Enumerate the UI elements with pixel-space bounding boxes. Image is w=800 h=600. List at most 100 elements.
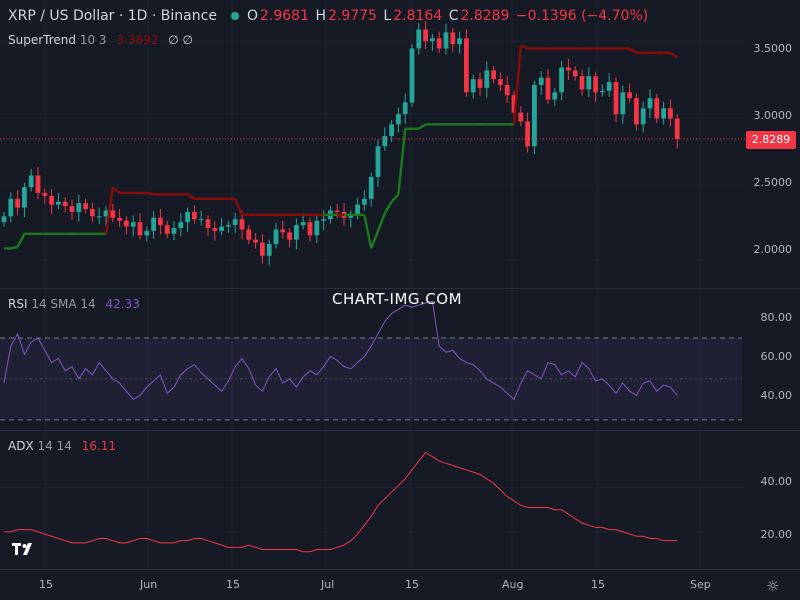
candle [198, 219, 204, 221]
candle [124, 220, 129, 227]
supertrend-line [16, 233, 26, 248]
close-value: 2.8289 [460, 8, 510, 24]
high-value: 2.9775 [327, 8, 377, 24]
candle [613, 82, 619, 115]
candle [409, 48, 415, 103]
supertrend-line [104, 186, 114, 235]
candle [430, 38, 435, 42]
supertrend-line [390, 193, 400, 203]
candle [151, 217, 156, 231]
candle [83, 203, 88, 210]
rsi-line [3, 300, 678, 401]
candle [511, 95, 517, 113]
time-axis-divider [0, 569, 800, 570]
candle [647, 98, 653, 109]
time-axis-label: 15 [405, 578, 419, 591]
candle [294, 225, 299, 240]
rsi-legend[interactable]: RSI 14 SMA 14 42.33 [8, 297, 140, 311]
candle [232, 219, 238, 226]
candle [56, 201, 61, 205]
candle [498, 79, 503, 85]
candle [593, 76, 598, 93]
watermark: CHART-IMG.COM [332, 290, 463, 308]
candle [423, 29, 428, 42]
pane-divider[interactable] [0, 288, 800, 289]
adx-axis-label: 40.00 [760, 475, 793, 488]
candle [239, 219, 245, 230]
candle [266, 244, 272, 256]
settings-gear-icon[interactable]: ☼ [766, 577, 780, 595]
candle [525, 121, 530, 147]
rsi-chart[interactable] [0, 289, 800, 430]
candle [545, 77, 551, 100]
candle [416, 29, 422, 49]
candle [246, 229, 252, 240]
pane-divider[interactable] [0, 430, 800, 431]
candle [402, 102, 408, 115]
supertrend-legend[interactable]: SuperTrend 10 3 3.3892 ∅ ∅ [8, 33, 193, 47]
rsi-name: RSI [8, 297, 28, 311]
time-axis-label: Aug [502, 578, 524, 591]
price-chart[interactable] [0, 0, 800, 288]
candle [69, 206, 75, 212]
supertrend-line [10, 245, 18, 250]
supertrend-line [363, 214, 373, 249]
candle [504, 84, 510, 96]
candle [396, 114, 401, 125]
ohlc-readout: O 2.9681 H 2.9775 L 2.8164 C 2.8289 −0.1396 … [246, 8, 649, 24]
candle [661, 108, 666, 119]
candle [620, 92, 626, 115]
candle [674, 118, 680, 139]
candle [307, 222, 313, 236]
supertrend-line [234, 198, 244, 216]
candle [15, 198, 20, 208]
adx-axis-label: 20.00 [760, 528, 793, 541]
time-axis-label: Jul [321, 578, 335, 591]
last-price-tag: 2.8289 [746, 131, 796, 149]
candle [654, 98, 660, 119]
candle [273, 229, 279, 245]
price-axis-label: 2.5000 [753, 176, 793, 189]
rsi-axis-label: 40.00 [760, 389, 793, 402]
time-axis-label: 15 [591, 578, 605, 591]
candle [219, 226, 224, 231]
rsi-value: 42.33 [105, 297, 140, 311]
candle [634, 98, 639, 125]
candle [668, 108, 673, 119]
market-status-icon [230, 12, 239, 20]
candle [103, 210, 109, 217]
candle [470, 79, 476, 93]
candle [334, 210, 340, 212]
candle [144, 230, 150, 236]
supertrend-line [520, 44, 529, 50]
candle [22, 187, 27, 208]
tradingview-logo [12, 541, 36, 561]
candle [586, 76, 592, 90]
supertrend-name: SuperTrend [8, 33, 76, 47]
candle [205, 219, 211, 228]
candle [164, 225, 170, 234]
adx-legend[interactable]: ADX 14 14 16.11 [8, 439, 116, 453]
candle [192, 211, 197, 220]
supertrend-value: 3.3892 [116, 33, 159, 47]
candle [443, 32, 449, 49]
candle [35, 175, 41, 193]
candle [137, 222, 143, 236]
adx-chart[interactable] [0, 431, 800, 569]
time-axis-label: Jun [140, 578, 158, 591]
adx-name: ADX [8, 439, 34, 453]
price-axis-label: 2.0000 [753, 243, 793, 256]
change-value: −0.1396 (−4.70%) [515, 8, 649, 24]
candle [600, 90, 605, 93]
candle [171, 228, 177, 234]
candle [253, 239, 258, 243]
candle [96, 216, 102, 218]
candle [348, 214, 354, 218]
candle [566, 67, 571, 71]
candle [368, 176, 374, 199]
candle [49, 195, 54, 205]
candle [355, 204, 360, 215]
candle [450, 32, 456, 45]
candle [130, 222, 136, 227]
price-axis-label: 3.5000 [753, 42, 793, 55]
